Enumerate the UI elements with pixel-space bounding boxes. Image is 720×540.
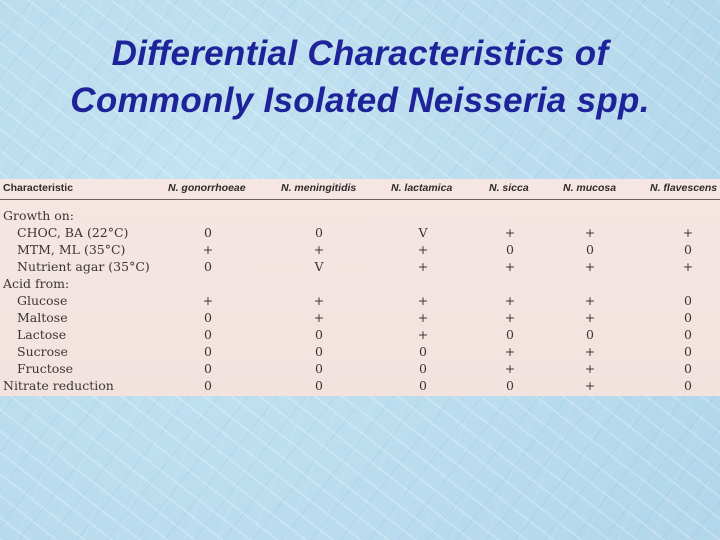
row-label: Sucrose xyxy=(17,344,68,359)
table-row: Maltose 0 + + + +0 xyxy=(0,309,720,326)
slide-title-line-1: Differential Characteristics of xyxy=(111,34,609,73)
table-cell: 0 xyxy=(315,344,323,359)
table-cell: + xyxy=(417,327,429,342)
table-cell: 0 xyxy=(315,378,323,393)
table-cell: + xyxy=(313,310,325,325)
table-cell: + xyxy=(504,293,516,308)
slide-title-line-2: Commonly Isolated Neisseria spp. xyxy=(70,81,650,120)
row-label: Growth on: xyxy=(3,208,75,223)
table-cell: 0 xyxy=(506,327,514,342)
table-cell: 0 xyxy=(684,293,692,308)
row-label: Nutrient agar (35°C) xyxy=(17,259,150,274)
table-cell: 0 xyxy=(419,361,427,376)
table-cell: V xyxy=(314,259,324,274)
table-cell: 0 xyxy=(204,378,212,393)
table-row: Nitrate reduction 0 0 0 0 +0 xyxy=(0,377,720,394)
row-label: Nitrate reduction xyxy=(3,378,114,393)
column-header-characteristic: Characteristic xyxy=(3,182,74,194)
table-cell: 0 xyxy=(204,225,212,240)
table-cell: + xyxy=(417,293,429,308)
column-header-lactamica: N. lactamica xyxy=(391,182,453,194)
column-header-sicca: N. sicca xyxy=(489,182,529,194)
table-row: MTM, ML (35°C) + + +0 0 0 xyxy=(0,241,720,258)
table-row: Fructose 0 0 0 + +0 xyxy=(0,360,720,377)
table-cell: 0 xyxy=(315,225,323,240)
table-cell: + xyxy=(584,293,596,308)
row-label: Lactose xyxy=(17,327,67,342)
table-section-heading: Growth on: xyxy=(0,207,720,224)
table-cell: + xyxy=(417,259,429,274)
table-cell: 0 xyxy=(586,327,594,342)
table-cell: + xyxy=(584,259,596,274)
table-cell: 0 xyxy=(684,242,692,257)
table-cell: 0 xyxy=(506,242,514,257)
table-cell: 0 xyxy=(586,242,594,257)
table-cell: + xyxy=(504,259,516,274)
row-label: MTM, ML (35°C) xyxy=(17,242,126,257)
table-cell: 0 xyxy=(684,310,692,325)
table-cell: + xyxy=(417,242,429,257)
table-cell: 0 xyxy=(684,327,692,342)
table-cell: 0 xyxy=(204,327,212,342)
column-header-gonorrhoeae: N. gonorrhoeae xyxy=(168,182,246,194)
table-cell: + xyxy=(584,378,596,393)
table-cell: 0 xyxy=(315,327,323,342)
table-cell: + xyxy=(504,361,516,376)
table-cell: 0 xyxy=(204,310,212,325)
row-label: Glucose xyxy=(17,293,68,308)
row-label: CHOC, BA (22°C) xyxy=(17,225,129,240)
column-header-mucosa: N. mucosa xyxy=(563,182,617,194)
table-cell: 0 xyxy=(419,378,427,393)
table-cell: + xyxy=(682,225,694,240)
table-cell: + xyxy=(584,225,596,240)
table-cell: 0 xyxy=(684,378,692,393)
row-label: Fructose xyxy=(17,361,74,376)
table-section-heading: Acid from: xyxy=(0,275,720,292)
table-cell: + xyxy=(584,344,596,359)
table-cell: + xyxy=(202,242,214,257)
table-cell: + xyxy=(584,310,596,325)
table-cell: 0 xyxy=(315,361,323,376)
table-cell: + xyxy=(202,293,214,308)
table-cell: 0 xyxy=(204,344,212,359)
table-header: Characteristic N. gonorrhoeae N. meningi… xyxy=(0,179,720,200)
row-label: Acid from: xyxy=(3,276,70,291)
table-row: CHOC, BA (22°C) 0 0 V + + + xyxy=(0,224,720,241)
table-cell: + xyxy=(504,344,516,359)
table-row: Glucose + + + + +0 xyxy=(0,292,720,309)
row-label: Maltose xyxy=(17,310,68,325)
table-cell: + xyxy=(682,259,694,274)
characteristics-table: Characteristic N. gonorrhoeae N. meningi… xyxy=(0,179,720,396)
table-cell: 0 xyxy=(684,361,692,376)
table-cell: + xyxy=(584,361,596,376)
table-cell: 0 xyxy=(419,344,427,359)
table-cell: 0 xyxy=(204,361,212,376)
table-row: Nutrient agar (35°C) 0 V + + + + xyxy=(0,258,720,275)
table-cell: 0 xyxy=(204,259,212,274)
table-cell: + xyxy=(313,293,325,308)
table-cell: + xyxy=(504,225,516,240)
column-header-flavescens: N. flavescens xyxy=(650,182,718,194)
column-header-meningitidis: N. meningitidis xyxy=(281,182,357,194)
table-cell: + xyxy=(313,242,325,257)
table-row: Sucrose 0 0 0 + +0 xyxy=(0,343,720,360)
table-cell: 0 xyxy=(684,344,692,359)
table-cell: V xyxy=(418,225,428,240)
table-cell: + xyxy=(417,310,429,325)
table-cell: 0 xyxy=(506,378,514,393)
table-cell: + xyxy=(504,310,516,325)
slide-title: Differential Characteristics of Commonly… xyxy=(0,30,720,124)
table-row: Lactose 0 0 +0 0 0 xyxy=(0,326,720,343)
